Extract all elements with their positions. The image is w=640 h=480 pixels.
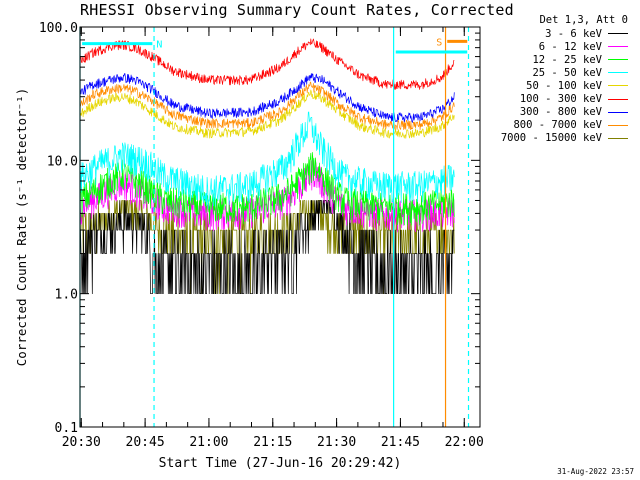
legend-item-800-7000: 800 - 7000 keV [478,119,628,132]
x-axis-label: Start Time (27-Jun-16 20:29:42) [159,456,402,471]
x-tick-label: 20:30 [62,435,101,450]
night-label: N [156,40,162,51]
legend-item-12-25: 12 - 25 keV [478,53,628,66]
y-tick-label: 100.0 [39,21,78,36]
legend-swatch [608,59,628,61]
legend-swatch [608,85,628,87]
series-layer [79,38,455,295]
series-25-50-kev [79,111,455,209]
legend-swatch [608,98,628,100]
x-tick-label: 21:45 [381,435,420,450]
legend-label: 7000 - 15000 keV [500,132,602,145]
x-tick-label: 21:30 [317,435,356,450]
legend-header: Det 1,3, Att 0 [539,14,628,26]
legend-label: 300 - 800 keV [519,106,602,119]
legend-item-25-50: 25 - 50 keV [478,66,628,79]
legend-item-3-6: 3 - 6 keV [478,27,628,40]
y-tick-label: 10.0 [47,154,78,169]
legend-label: 100 - 300 keV [519,93,602,106]
x-tick-label: 22:00 [445,435,484,450]
legend-swatch [608,46,628,48]
legend-item-100-300: 100 - 300 keV [478,92,628,105]
legend-label: 6 - 12 keV [538,40,602,53]
legend-item-6-12: 6 - 12 keV [478,40,628,53]
legend-swatch [608,124,628,126]
legend-swatch [608,72,628,74]
y-axis-label: Corrected Count Rate (s⁻¹ detector⁻¹) [14,88,29,366]
footer-timestamp: 31-Aug-2022 23:57 [557,467,634,476]
legend-item-50-100: 50 - 100 keV [478,79,628,92]
legend-label: 3 - 6 keV [545,27,602,40]
series-800-7000-kev [79,81,455,131]
y-tick-label: 1.0 [55,288,78,303]
legend-swatch [608,137,628,139]
legend-swatch [608,111,628,113]
legend-label: 50 - 100 keV [526,79,602,92]
legend-item-7000-15000: 7000 - 15000 keV [478,132,628,145]
x-tick-label: 21:00 [189,435,228,450]
saa-label: S [436,37,442,48]
series-3-6-kev [79,200,455,295]
series-300-800-kev [79,73,455,123]
series-12-25-kev [79,151,455,226]
axes-layer: 0.1 1.0 10.0 100.0 20:30 20:45 21:00 21:15 21:30… [14,21,484,471]
x-tick-label: 21:15 [253,435,292,450]
series-100-300-kev [79,38,455,90]
x-tick-label: 20:45 [126,435,165,450]
y-tick-label: 0.1 [55,421,78,436]
series-50-100-kev [79,89,455,139]
legend-swatch [608,33,628,35]
legend-label: 800 - 7000 keV [513,119,602,132]
chart-title: RHESSI Observing Summary Count Rates, Co… [80,1,514,19]
legend-label: 12 - 25 keV [532,53,602,66]
plot-frame [79,26,481,428]
legend-label: 25 - 50 keV [532,66,602,79]
legend-item-300-800: 300 - 800 keV [478,106,628,119]
legend: Det 1,3, Att 0 3 - 6 keV 6 - 12 keV 12 -… [478,13,628,145]
